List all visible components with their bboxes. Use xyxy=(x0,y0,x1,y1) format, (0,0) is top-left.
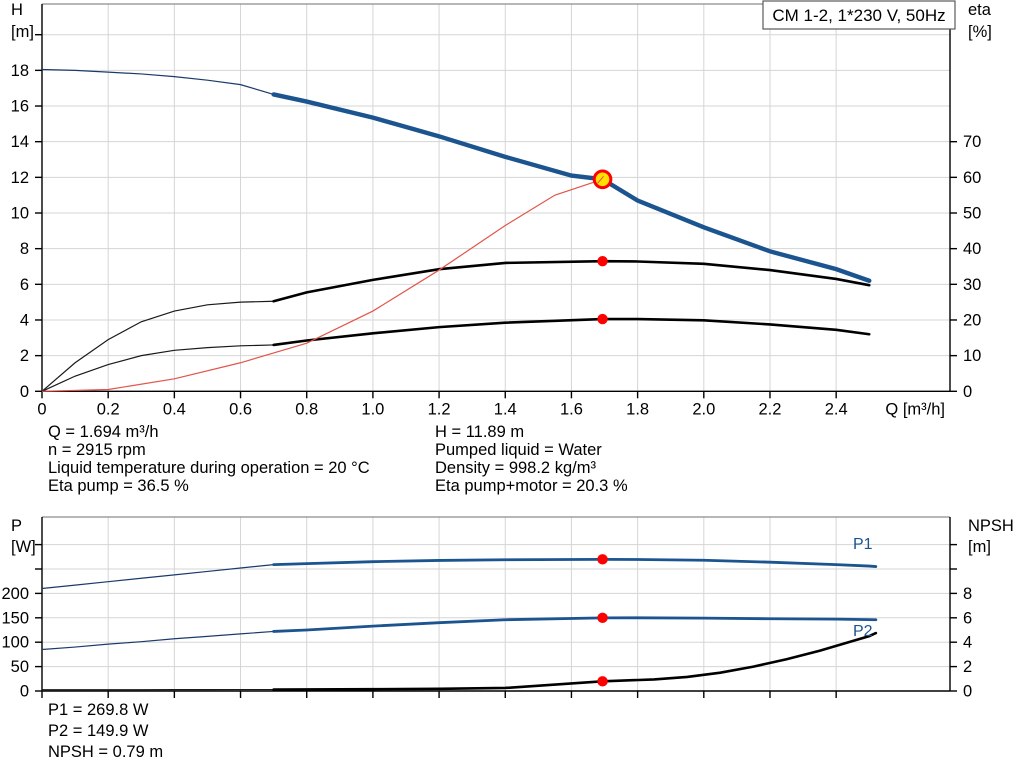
svg-text:4: 4 xyxy=(20,311,29,329)
svg-text:70: 70 xyxy=(963,133,981,151)
svg-text:n = 2915 rpm: n = 2915 rpm xyxy=(48,441,146,459)
svg-text:P2: P2 xyxy=(853,623,873,640)
svg-text:14: 14 xyxy=(11,133,29,151)
svg-text:0.4: 0.4 xyxy=(163,400,186,418)
svg-text:50: 50 xyxy=(963,205,981,223)
svg-text:16: 16 xyxy=(11,98,29,116)
svg-text:[m]: [m] xyxy=(11,23,34,41)
svg-text:P1: P1 xyxy=(853,536,873,553)
svg-text:Eta pump+motor = 20.3 %: Eta pump+motor = 20.3 % xyxy=(435,477,628,495)
svg-text:Liquid temperature during oper: Liquid temperature during operation = 20… xyxy=(48,459,370,477)
svg-text:8: 8 xyxy=(963,585,972,603)
svg-text:30: 30 xyxy=(963,276,981,294)
svg-text:[m]: [m] xyxy=(968,538,991,556)
svg-text:0: 0 xyxy=(20,383,29,401)
svg-text:Q = 1.694 m³/h: Q = 1.694 m³/h xyxy=(48,423,159,441)
svg-text:eta: eta xyxy=(968,1,992,19)
svg-text:Q [m³/h]: Q [m³/h] xyxy=(885,400,945,418)
svg-text:0.6: 0.6 xyxy=(229,400,252,418)
svg-text:0.8: 0.8 xyxy=(295,400,318,418)
svg-text:H: H xyxy=(11,1,23,19)
svg-text:10: 10 xyxy=(11,205,29,223)
svg-text:10: 10 xyxy=(963,347,981,365)
svg-text:P1 = 269.8 W: P1 = 269.8 W xyxy=(48,701,149,719)
svg-text:Eta pump = 36.5 %: Eta pump = 36.5 % xyxy=(48,477,189,495)
svg-text:2: 2 xyxy=(963,658,972,676)
svg-text:1.0: 1.0 xyxy=(361,400,384,418)
svg-text:8: 8 xyxy=(20,240,29,258)
svg-text:[%]: [%] xyxy=(968,23,992,41)
svg-text:4: 4 xyxy=(963,634,972,652)
svg-text:NPSH = 0.79 m: NPSH = 0.79 m xyxy=(48,743,163,761)
svg-text:0.2: 0.2 xyxy=(97,400,120,418)
svg-text:200: 200 xyxy=(1,585,29,603)
svg-text:NPSH: NPSH xyxy=(968,517,1014,535)
svg-text:0: 0 xyxy=(20,683,29,701)
svg-text:Pumped liquid = Water: Pumped liquid = Water xyxy=(435,441,602,459)
svg-text:[W]: [W] xyxy=(11,538,36,556)
svg-text:60: 60 xyxy=(963,169,981,187)
svg-text:150: 150 xyxy=(1,609,29,627)
svg-text:1.2: 1.2 xyxy=(428,400,451,418)
svg-text:100: 100 xyxy=(1,634,29,652)
svg-text:6: 6 xyxy=(963,609,972,627)
svg-text:0: 0 xyxy=(963,683,972,701)
svg-text:Density = 998.2 kg/m³: Density = 998.2 kg/m³ xyxy=(435,459,596,477)
svg-text:1.6: 1.6 xyxy=(560,400,583,418)
svg-text:50: 50 xyxy=(11,658,29,676)
svg-text:20: 20 xyxy=(963,311,981,329)
svg-text:2.2: 2.2 xyxy=(759,400,782,418)
svg-text:H = 11.89 m: H = 11.89 m xyxy=(435,423,524,441)
svg-text:0: 0 xyxy=(37,400,46,418)
svg-text:0: 0 xyxy=(963,383,972,401)
svg-text:CM 1-2, 1*230 V, 50Hz: CM 1-2, 1*230 V, 50Hz xyxy=(772,6,945,25)
svg-text:2.0: 2.0 xyxy=(692,400,715,418)
svg-text:2.4: 2.4 xyxy=(825,400,848,418)
svg-text:1.8: 1.8 xyxy=(626,400,649,418)
svg-text:18: 18 xyxy=(11,62,29,80)
svg-text:6: 6 xyxy=(20,276,29,294)
svg-text:40: 40 xyxy=(963,240,981,258)
svg-text:2: 2 xyxy=(20,347,29,365)
svg-text:P2 = 149.9 W: P2 = 149.9 W xyxy=(48,722,149,740)
svg-text:1.4: 1.4 xyxy=(494,400,517,418)
svg-text:P: P xyxy=(11,517,22,535)
svg-text:12: 12 xyxy=(11,169,29,187)
